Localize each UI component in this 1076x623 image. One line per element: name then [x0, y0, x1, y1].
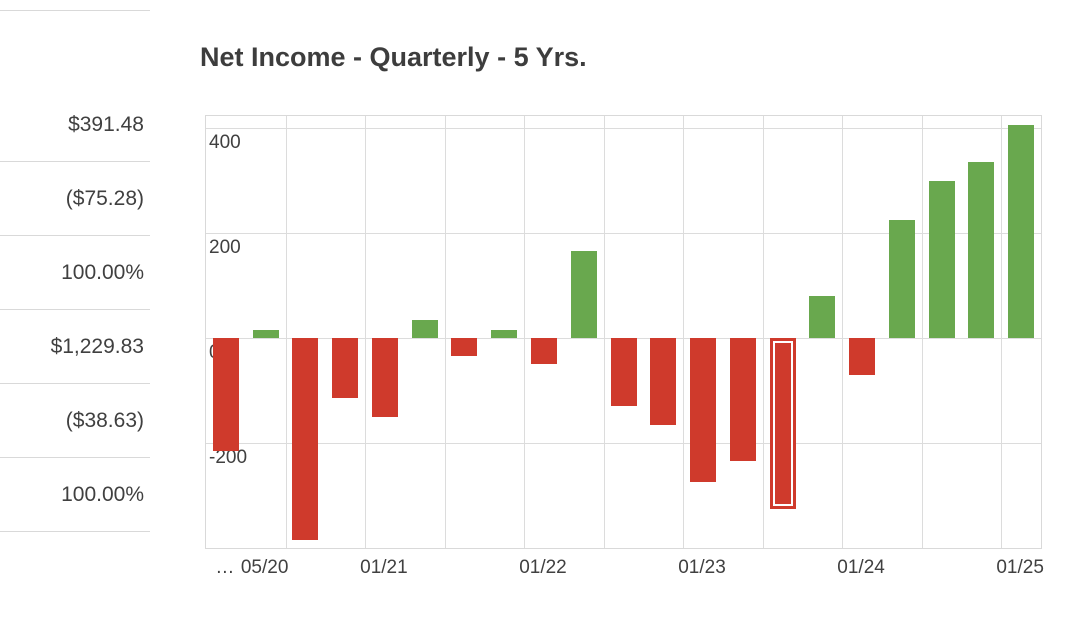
y-axis-tick-label: 400	[209, 132, 241, 154]
net-income-bar[interactable]	[530, 338, 557, 365]
net-income-bar-selected[interactable]	[769, 338, 796, 509]
x-axis-tick-label: 01/24	[837, 557, 885, 578]
x-axis-tick-label: 01/21	[360, 557, 408, 578]
horizontal-gridline	[206, 443, 1041, 445]
x-axis-tick-label: 01/23	[678, 557, 726, 578]
net-income-bar[interactable]	[650, 338, 677, 425]
vertical-gridline	[524, 116, 526, 548]
horizontal-gridline	[206, 233, 1041, 235]
horizontal-gridline	[206, 128, 1041, 130]
net-income-bar[interactable]	[570, 251, 597, 339]
data-grid-cell: ($38.63)	[0, 384, 150, 458]
x-axis-tick-label: …	[215, 557, 235, 578]
x-axis-tick-label: 01/22	[519, 557, 567, 578]
vertical-gridline	[1001, 116, 1003, 548]
net-income-bar[interactable]	[212, 338, 239, 451]
net-income-bar[interactable]	[729, 338, 756, 462]
net-income-bar[interactable]	[690, 338, 717, 483]
vertical-gridline	[285, 116, 287, 548]
data-grid-cell: 100.00%	[0, 236, 150, 310]
net-income-bar[interactable]	[928, 180, 955, 339]
chart-title: Net Income - Quarterly - 5 Yrs.	[200, 42, 587, 72]
vertical-gridline	[603, 116, 605, 548]
net-income-bar[interactable]	[332, 338, 359, 399]
data-grid-row-divider	[0, 10, 150, 88]
x-axis-tick-label: 05/20	[240, 557, 289, 578]
y-axis-tick-label: 200	[209, 237, 241, 259]
net-income-bar[interactable]	[371, 338, 398, 417]
data-grid-cell: ($75.28)	[0, 162, 150, 236]
net-income-bar[interactable]	[809, 296, 836, 339]
plot-area: 4002000-200	[205, 115, 1042, 549]
net-income-bar[interactable]	[252, 330, 279, 339]
data-grid-cell: 100.00%	[0, 458, 150, 532]
vertical-gridline	[921, 116, 923, 548]
vertical-gridline	[365, 116, 367, 548]
y-axis-tick-label: -200	[209, 447, 248, 469]
net-income-bar[interactable]	[968, 162, 995, 339]
net-income-bar[interactable]	[888, 219, 915, 339]
x-axis-tick-label: 01/25	[996, 557, 1044, 578]
net-income-bar[interactable]	[491, 330, 518, 339]
data-grid-values-column: $391.48 ($75.28) 100.00% $1,229.83 ($38.63) 1…	[0, 10, 150, 532]
net-income-bar[interactable]	[610, 338, 637, 407]
vertical-gridline	[762, 116, 764, 548]
net-income-bar[interactable]	[849, 338, 876, 375]
net-income-bar[interactable]	[292, 338, 319, 541]
net-income-bar[interactable]	[451, 338, 478, 357]
net-income-bar[interactable]	[411, 319, 438, 339]
net-income-bar[interactable]	[1008, 125, 1035, 339]
vertical-gridline	[842, 116, 844, 548]
data-grid-cell: $1,229.83	[0, 310, 150, 384]
vertical-gridline	[444, 116, 446, 548]
vertical-gridline	[683, 116, 685, 548]
data-grid-cell: $391.48	[0, 88, 150, 162]
